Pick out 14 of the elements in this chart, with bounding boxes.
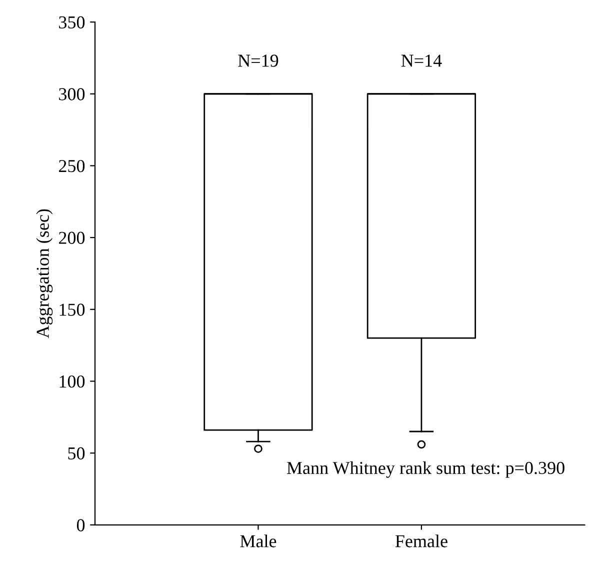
- y-tick-label: 0: [76, 519, 85, 532]
- annotation: N=14: [401, 54, 442, 67]
- y-tick-label: 350: [59, 16, 85, 28]
- y-tick-label: 50: [68, 447, 85, 460]
- x-tick-label: Female: [395, 534, 448, 548]
- y-tick-label: 200: [58, 232, 85, 244]
- y-tick-label: 100: [60, 375, 85, 388]
- y-tick-label: 300: [59, 88, 85, 100]
- annotation: Mann Whitney rank sum test: p=0.390: [286, 461, 564, 478]
- y-tick-label: 250: [58, 160, 85, 172]
- y-axis-title: Aggregation (sec): [36, 209, 53, 338]
- y-tick-label: 150: [60, 304, 85, 316]
- annotation: N=19: [238, 54, 278, 67]
- x-tick-label: Male: [240, 534, 276, 548]
